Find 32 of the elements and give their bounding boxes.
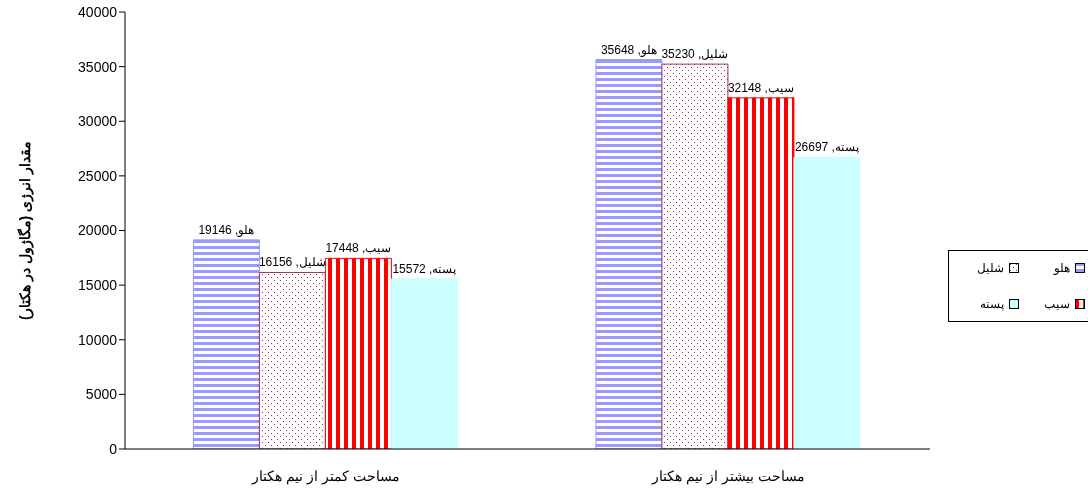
bar	[595, 59, 663, 449]
data-label: سیب, 17448	[325, 241, 392, 256]
legend-label: سیب	[1044, 297, 1070, 311]
data-label: شلیل, 16156	[258, 255, 326, 270]
bar	[390, 278, 458, 449]
x-tick-label: مساحت کمتر از نیم هکتار	[251, 467, 401, 485]
x-tick-label: مساحت بیشتر از نیم هکتار	[651, 467, 806, 485]
data-label: پسته, 26697	[794, 140, 859, 155]
bar	[727, 97, 795, 449]
y-tick-label: 0	[109, 440, 118, 457]
bar	[661, 63, 729, 449]
data-label: شلیل, 35230	[661, 47, 729, 62]
bar	[192, 239, 260, 449]
data-label: سیب, 32148	[727, 80, 794, 95]
y-tick-label: 20000	[78, 222, 118, 239]
y-tick-label: 15000	[78, 277, 118, 294]
bar	[258, 272, 326, 449]
data-label: هلو, 19146	[198, 222, 255, 237]
y-tick-label: 25000	[78, 167, 118, 184]
y-tick-label: 40000	[78, 3, 118, 20]
data-label: پسته, 15572	[392, 261, 457, 276]
y-tick-label: 5000	[85, 386, 118, 403]
y-axis-title: مقدار انرژی (مگاژول در هکتار)	[16, 141, 34, 320]
y-tick-label: 35000	[78, 58, 118, 75]
bar	[324, 257, 392, 449]
legend-label: پسته	[980, 297, 1004, 311]
data-label: هلو, 35648	[600, 42, 657, 57]
legend-label: شلیل	[977, 261, 1004, 275]
bar	[793, 156, 861, 449]
legend-label: هلو	[1054, 261, 1070, 275]
y-tick-label: 10000	[78, 331, 118, 348]
y-tick-label: 30000	[78, 113, 118, 130]
